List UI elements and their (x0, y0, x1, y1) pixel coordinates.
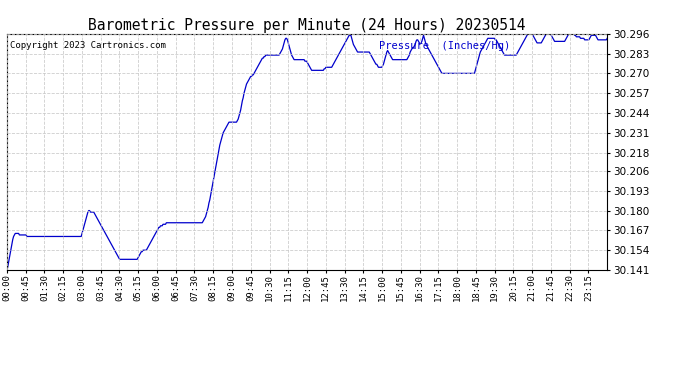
Title: Barometric Pressure per Minute (24 Hours) 20230514: Barometric Pressure per Minute (24 Hours… (88, 18, 526, 33)
Text: Pressure  (Inches/Hg): Pressure (Inches/Hg) (379, 41, 511, 51)
Text: Copyright 2023 Cartronics.com: Copyright 2023 Cartronics.com (10, 41, 166, 50)
